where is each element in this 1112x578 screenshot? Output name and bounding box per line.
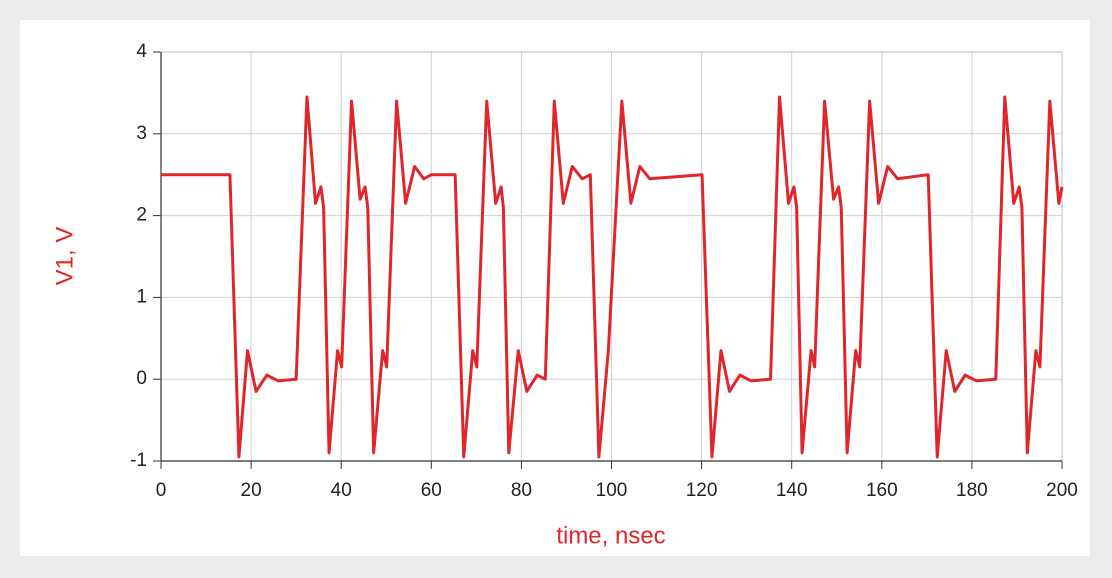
x-tick-label: 180 [956, 480, 988, 501]
x-tick-label: 200 [1046, 480, 1078, 501]
x-axis-title: time, nsec [556, 522, 665, 549]
y-tick-label: -1 [130, 450, 147, 471]
x-tick-label: 20 [241, 480, 262, 501]
x-tick-label: 120 [686, 480, 718, 501]
x-tick-label: 160 [866, 480, 898, 501]
x-tick-label: 80 [511, 480, 532, 501]
y-tick-label: 1 [136, 286, 147, 307]
x-tick-label: 40 [331, 480, 352, 501]
y-tick-label: 3 [136, 123, 147, 144]
x-tick-label: 100 [596, 480, 628, 501]
y-tick-label: 4 [136, 41, 147, 62]
line-series [161, 95, 1064, 459]
y-axis-title: V1, V [51, 227, 78, 286]
x-tick-label: 140 [776, 480, 808, 501]
x-tick-label: 60 [421, 480, 442, 501]
y-tick-label: 2 [136, 205, 147, 226]
y-tick-label: 0 [136, 368, 147, 389]
x-tick-label: 0 [156, 480, 167, 501]
